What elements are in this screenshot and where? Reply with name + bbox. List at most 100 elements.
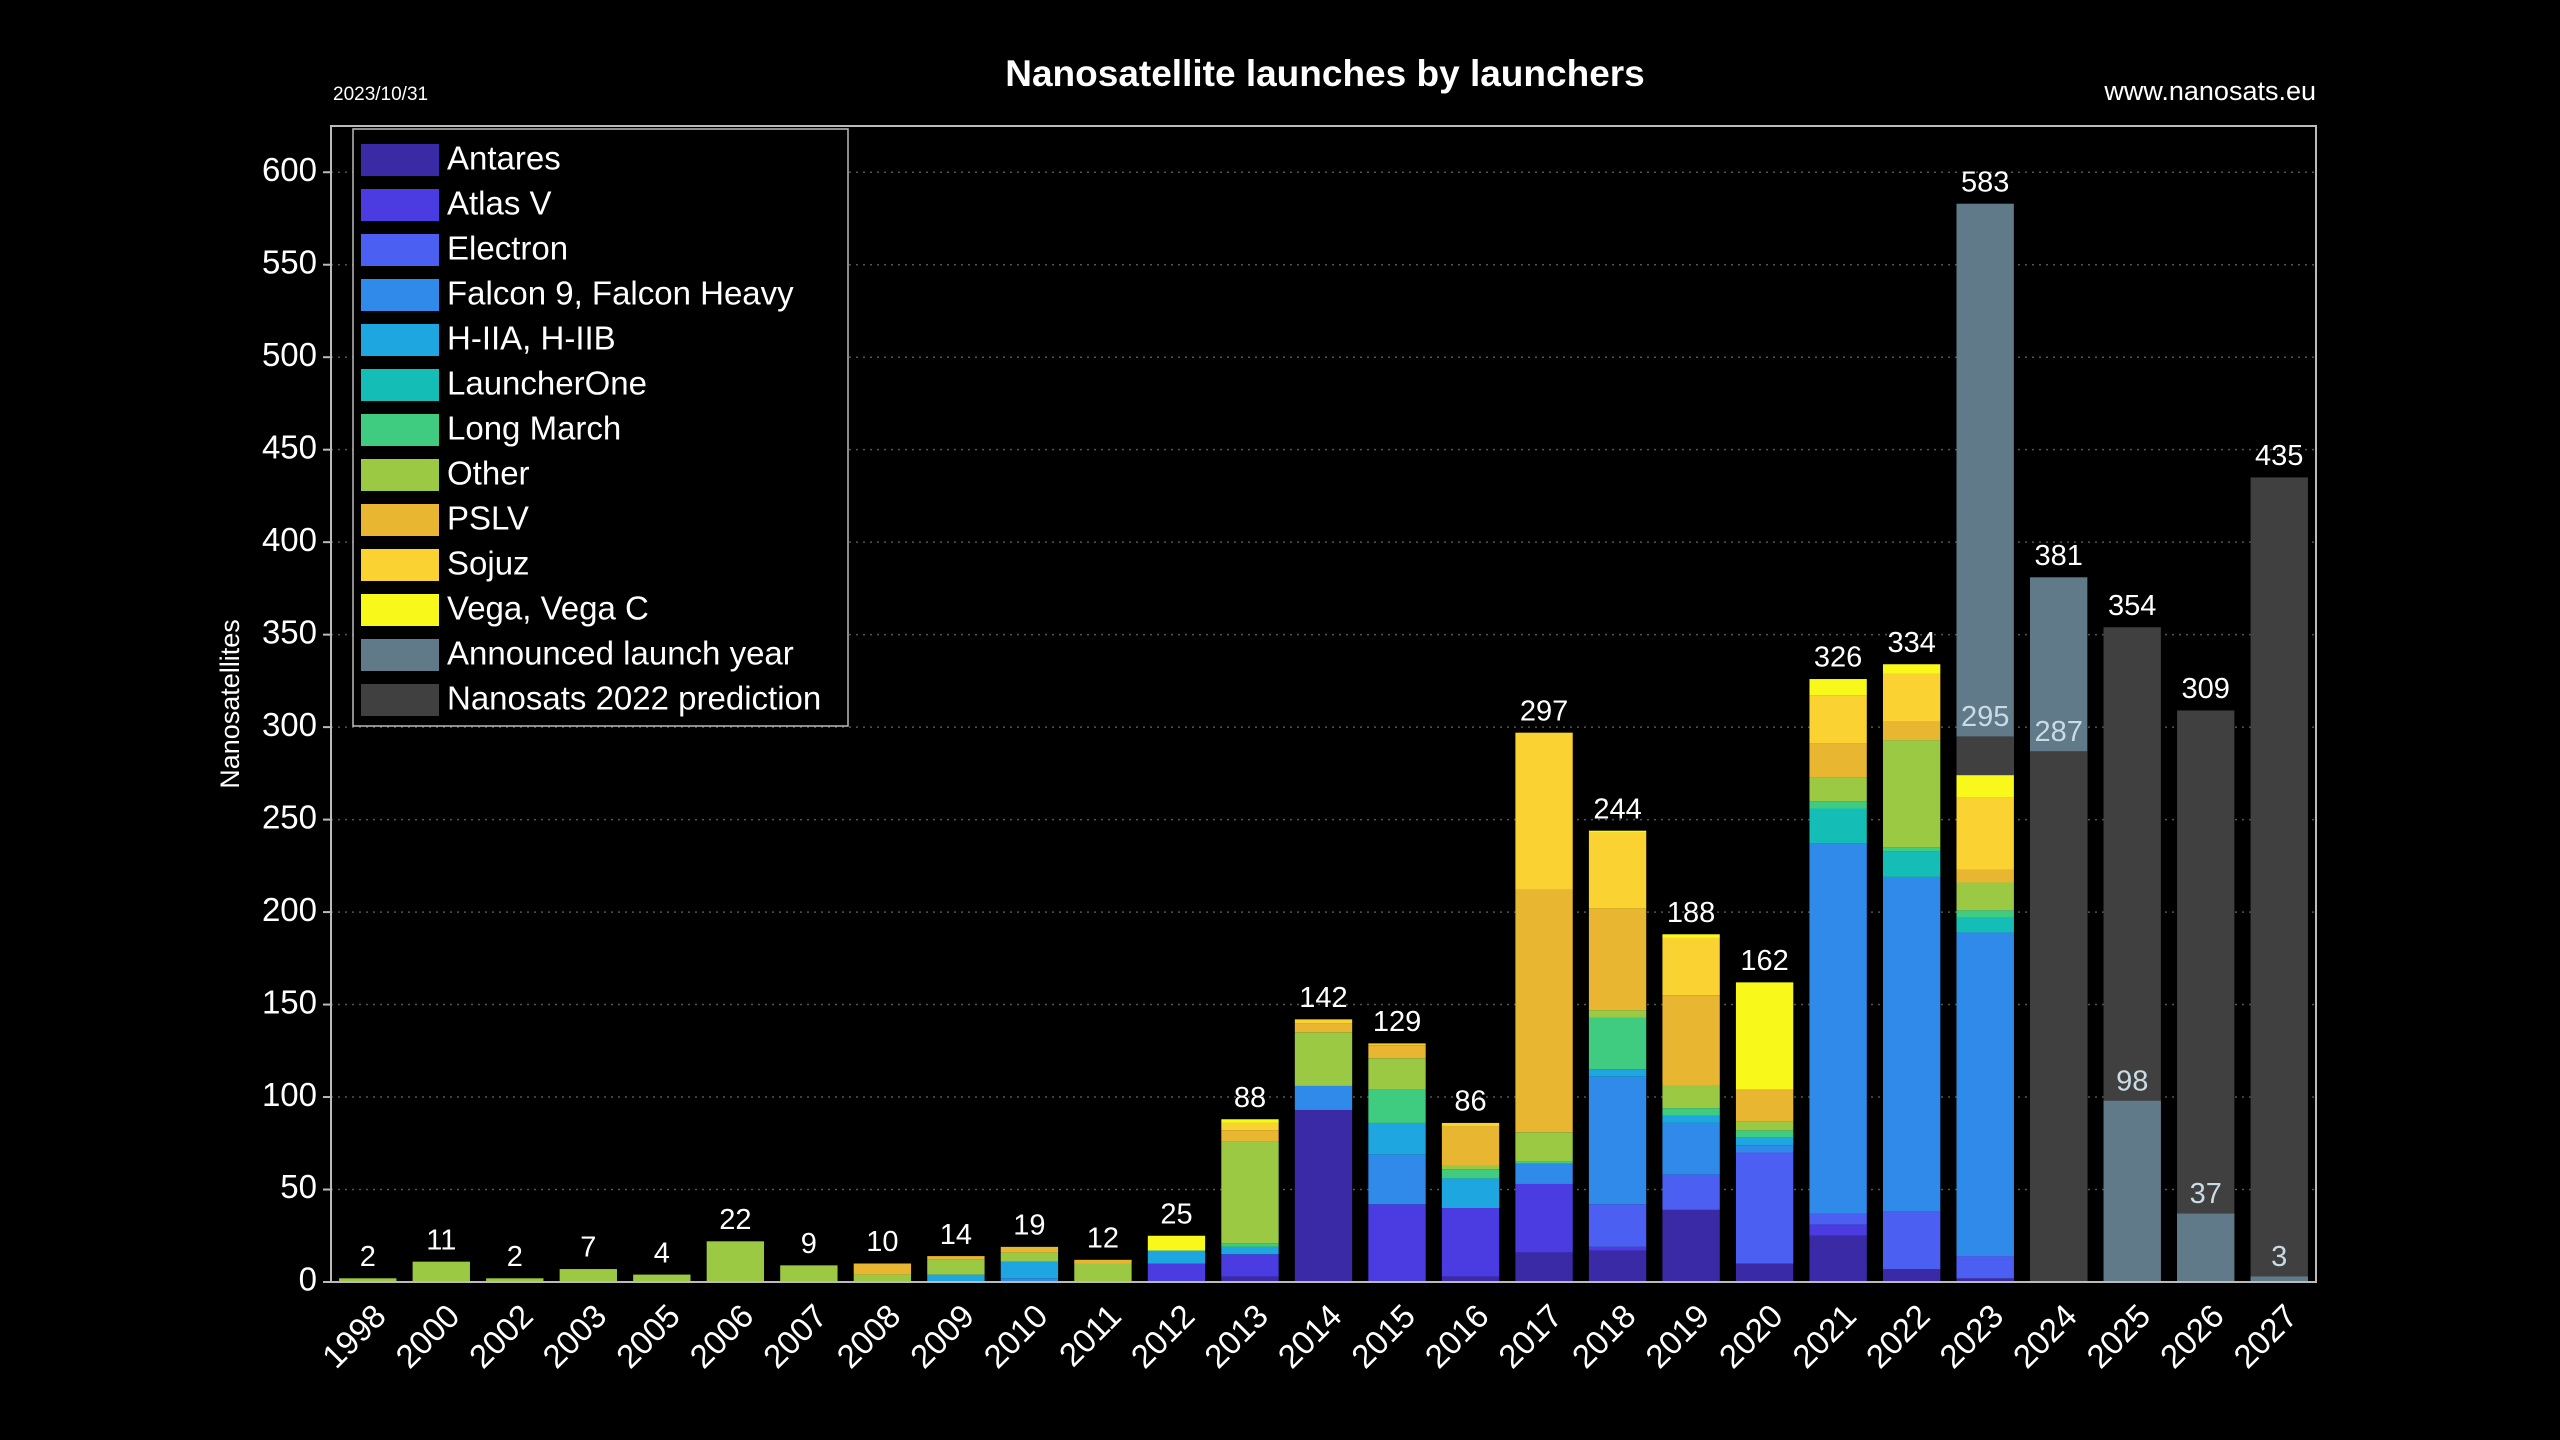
bar-segment — [1588, 1017, 1647, 1070]
legend-label: Vega, Vega C — [447, 590, 649, 627]
y-tick-label: 400 — [262, 521, 317, 558]
bar — [2177, 1213, 2235, 1282]
value-label: 354 — [2108, 590, 2156, 622]
bar-segment — [1956, 917, 2014, 933]
chart-title: Nanosatellite launches by launchers — [1005, 53, 1645, 94]
bar-segment — [1515, 889, 1573, 1133]
bar-segment — [1882, 851, 1941, 877]
value-label: 3 — [2271, 1241, 2287, 1273]
total-label: 297 — [1520, 695, 1568, 727]
y-tick-label: 350 — [262, 613, 317, 650]
bar-segment — [1882, 1211, 1941, 1270]
total-label: 129 — [1373, 1006, 1421, 1038]
bar-segment — [1441, 1169, 1500, 1179]
total-label: 86 — [1454, 1086, 1486, 1118]
bar-segment — [1809, 843, 1867, 1214]
bar-segment — [1368, 1204, 1426, 1282]
total-label: 11 — [426, 1224, 456, 1256]
total-label: 9 — [801, 1228, 817, 1260]
bar-segment — [853, 1263, 912, 1275]
total-label: 25 — [1160, 1198, 1192, 1230]
bar-segment — [1368, 1058, 1426, 1090]
legend-label: Atlas V — [447, 185, 552, 222]
total-label: 2 — [507, 1241, 523, 1273]
bar-segment — [1662, 1209, 1720, 1282]
bar-segment — [1809, 777, 1867, 802]
bar-segment — [1809, 743, 1867, 778]
bar-segment — [1662, 937, 1720, 996]
plot-frame — [330, 125, 2317, 1283]
legend-label: H-IIA, H-IIB — [447, 320, 616, 357]
bar-segment — [1441, 1122, 1500, 1127]
legend-swatch — [361, 279, 439, 311]
bar-segment — [1441, 1208, 1500, 1277]
bar-segment — [1956, 775, 2014, 798]
bar-segment — [1368, 1043, 1426, 1046]
bar-segment — [1882, 740, 1941, 848]
bar-segment — [1662, 1174, 1720, 1210]
bar-segment — [1735, 1130, 1794, 1138]
value-label: 295 — [1961, 701, 2009, 733]
bar-segment — [1515, 1183, 1573, 1253]
y-tick-label: 450 — [262, 428, 317, 465]
bar-segment — [1588, 1250, 1647, 1282]
bar-segment — [1735, 982, 1794, 1090]
y-tick-label: 150 — [262, 983, 317, 1020]
bar-segment — [1368, 1154, 1426, 1205]
bar-segment — [853, 1274, 912, 1282]
bar-segment — [1074, 1263, 1132, 1282]
bar-segment — [1368, 1089, 1426, 1123]
bar-segment — [1588, 1076, 1647, 1205]
bar-segment — [1221, 1246, 1279, 1255]
bar-segment — [1588, 1069, 1647, 1077]
bar-segment — [1735, 1137, 1794, 1146]
bar-segment — [1735, 1089, 1794, 1122]
value-label: 309 — [2182, 673, 2230, 705]
total-label: 19 — [1013, 1210, 1045, 1242]
bar-segment — [1221, 1276, 1279, 1282]
legend-label: PSLV — [447, 500, 529, 537]
bar-segment — [1662, 1122, 1720, 1175]
bar-segment — [633, 1274, 691, 1282]
bar-segment — [1000, 1261, 1059, 1279]
bar-segment — [927, 1274, 985, 1282]
y-tick-label: 250 — [262, 798, 317, 835]
bar-segment — [1294, 1109, 1353, 1282]
legend-label: LauncherOne — [447, 365, 647, 402]
bar-segment — [1515, 732, 1573, 890]
legend-label: Antares — [447, 140, 561, 177]
total-label: 22 — [719, 1204, 751, 1236]
legend-swatch — [361, 549, 439, 581]
bar-segment — [1515, 1161, 1573, 1164]
bar-segment — [1441, 1165, 1500, 1170]
bar-segment — [1221, 1254, 1279, 1277]
bar-segment — [1294, 1085, 1353, 1110]
legend-swatch — [361, 369, 439, 401]
bar-segment — [1809, 1213, 1867, 1225]
bar-segment — [1956, 797, 2014, 870]
legend-swatch — [361, 504, 439, 536]
bar-segment — [339, 1278, 397, 1282]
bar-segment — [1147, 1235, 1206, 1251]
total-label: 244 — [1593, 793, 1641, 825]
bar-segment — [1000, 1252, 1059, 1262]
bar — [2250, 477, 2308, 1282]
bar-segment — [1662, 995, 1720, 1086]
bar-segment — [927, 1259, 985, 1275]
legend-swatch — [361, 189, 439, 221]
bar-segment — [412, 1261, 470, 1282]
bar-segment — [1588, 830, 1647, 833]
bar-segment — [1662, 1085, 1720, 1109]
bar-segment — [1882, 1269, 1941, 1282]
bar-segment — [1515, 1132, 1573, 1162]
bar-segment — [1735, 1152, 1794, 1264]
bar-segment — [1662, 1115, 1720, 1123]
legend-swatch — [361, 234, 439, 266]
total-label: 188 — [1667, 897, 1715, 929]
y-tick-label: 0 — [299, 1261, 317, 1298]
bar-segment — [1662, 934, 1720, 938]
y-axis-label: Nanosatellites — [215, 619, 245, 789]
y-tick-label: 500 — [262, 336, 317, 373]
bar-segment — [1956, 882, 2014, 911]
source: www.nanosats.eu — [2103, 76, 2316, 106]
